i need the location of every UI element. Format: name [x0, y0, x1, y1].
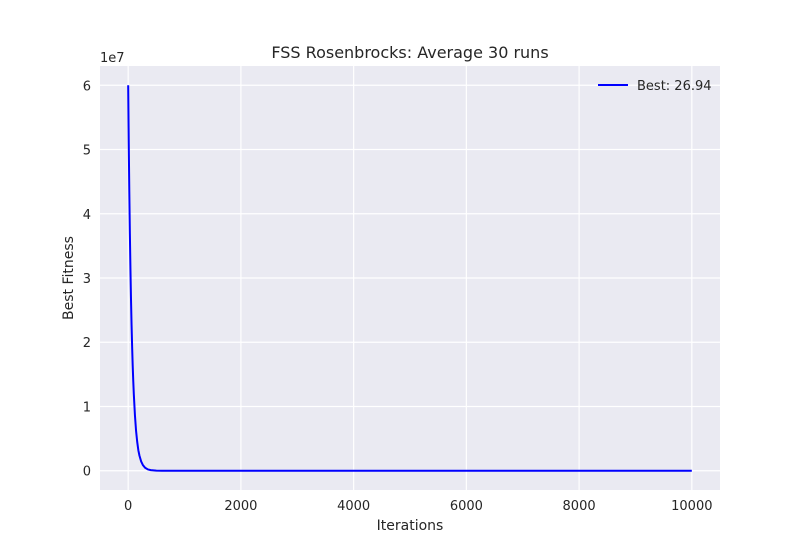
- grid-lines: [100, 66, 720, 490]
- y-offset-label: 1e7: [100, 51, 125, 66]
- x-tick-labels: 0 2000 4000 6000 8000 10000: [124, 499, 712, 514]
- y-axis-label: Best Fitness: [61, 236, 77, 320]
- chart-title: FSS Rosenbrocks: Average 30 runs: [271, 43, 548, 62]
- x-tick-label: 6000: [450, 499, 483, 514]
- y-tick-label: 3: [83, 272, 91, 287]
- legend-label: Best: 26.94: [637, 79, 712, 94]
- x-tick-label: 4000: [337, 499, 370, 514]
- legend: Best: 26.94: [598, 79, 712, 94]
- x-tick-label: 10000: [671, 499, 712, 514]
- series-line: [127, 85, 692, 472]
- x-tick-label: 8000: [563, 499, 596, 514]
- y-tick-label: 5: [83, 144, 91, 159]
- y-tick-label: 4: [83, 208, 91, 223]
- x-axis-label: Iterations: [377, 518, 444, 534]
- y-tick-label: 1: [83, 400, 91, 415]
- x-tick-label: 0: [124, 499, 132, 514]
- series-layer: [127, 85, 692, 472]
- y-tick-label: 2: [83, 336, 91, 351]
- x-tick-label: 2000: [224, 499, 257, 514]
- y-tick-label: 6: [83, 79, 91, 94]
- y-tick-labels: 0 1 2 3 4 5 6: [83, 79, 91, 479]
- y-tick-label: 0: [83, 465, 91, 480]
